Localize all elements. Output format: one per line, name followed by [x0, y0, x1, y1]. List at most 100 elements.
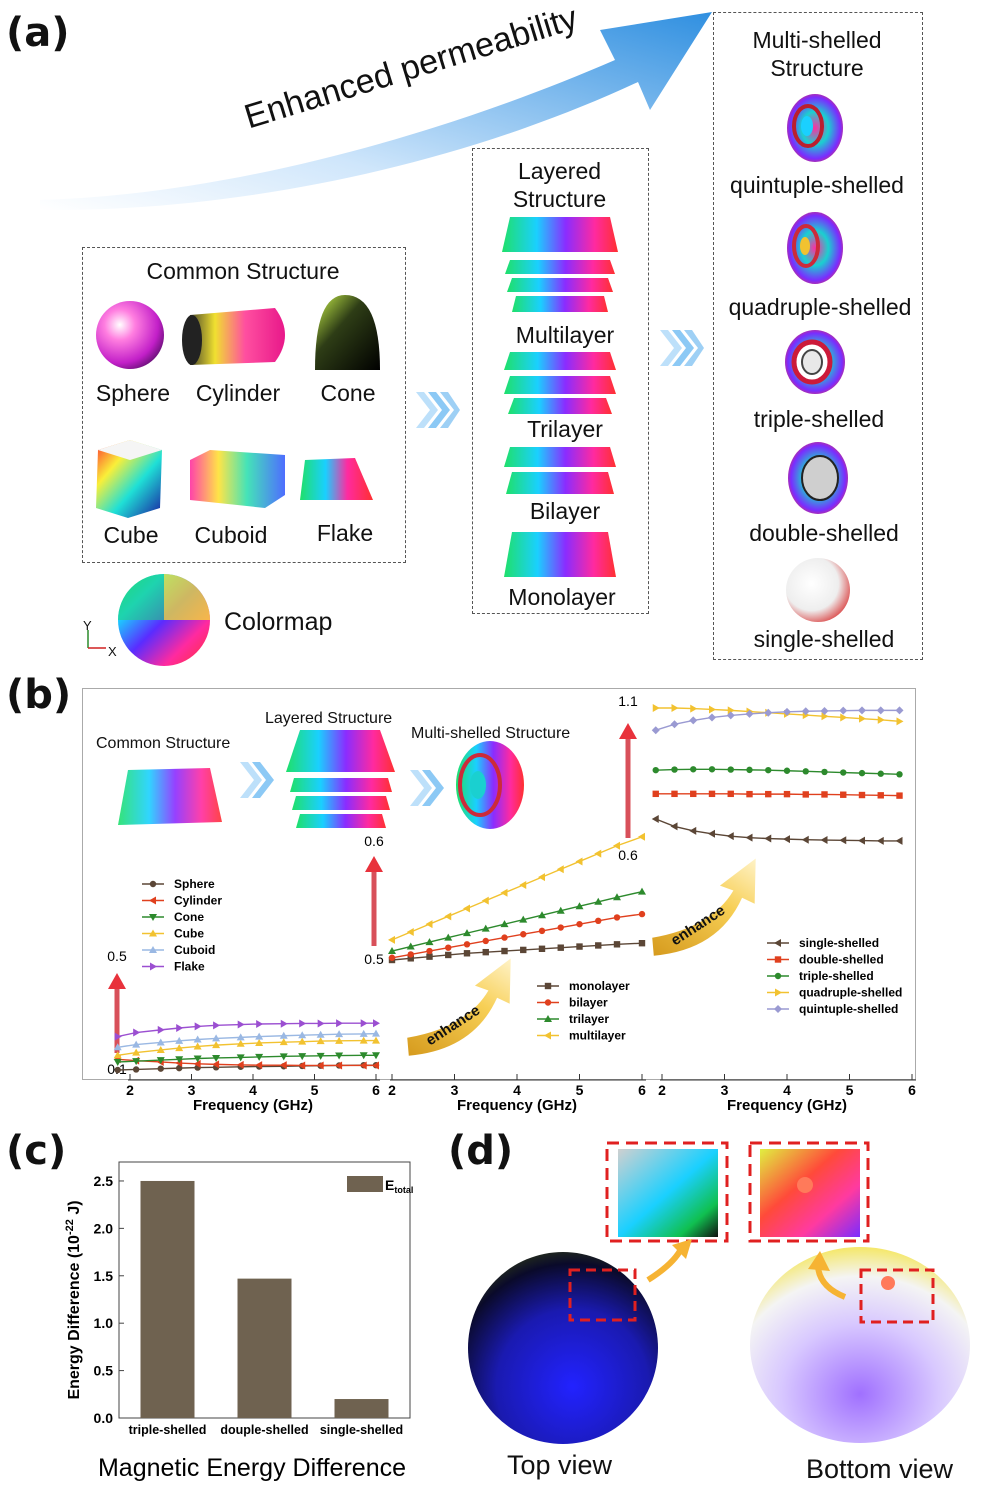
data-point: [638, 940, 646, 947]
legend-marker: [775, 988, 782, 997]
data-point: [783, 835, 790, 844]
series-line: [391, 836, 643, 941]
multishell-title-line2: Structure: [770, 55, 864, 81]
legend-marker: [544, 999, 552, 1006]
data-point: [708, 790, 716, 798]
data-point: [651, 726, 660, 735]
data-point: [556, 865, 564, 874]
y-tick-label: 0.5: [94, 1363, 114, 1379]
data-point: [175, 1036, 184, 1044]
data-point: [765, 766, 772, 774]
legend-marker: [544, 1015, 552, 1022]
series-bilayer: [388, 910, 646, 961]
legend-marker: [150, 962, 157, 971]
data-point: [896, 771, 903, 778]
up-arrow-shaft: [625, 737, 631, 838]
data-point: [877, 715, 885, 724]
data-point: [801, 707, 810, 716]
legend-label: quadruple-shelled: [799, 986, 902, 1000]
panel-label-b: (b): [6, 672, 72, 718]
shell-label-quadruple: quadruple-shelled: [728, 294, 912, 320]
data-point: [652, 790, 659, 798]
bar-single-shelled: [334, 1399, 389, 1418]
data-point: [482, 937, 489, 945]
data-point: [820, 836, 828, 845]
data-point: [858, 836, 865, 845]
bar-douple-shelled: [237, 1278, 292, 1418]
data-point: [690, 704, 698, 713]
common-shapes: [96, 295, 380, 518]
panel-label-a: (a): [6, 10, 70, 56]
legend-label: Cuboid: [174, 943, 215, 957]
data-point: [335, 1052, 344, 1060]
data-point: [726, 832, 734, 841]
up-arrow-head: [619, 723, 637, 739]
data-point: [463, 950, 471, 957]
series-Flake: [114, 1019, 380, 1041]
data-point: [406, 942, 415, 950]
data-point: [877, 770, 884, 777]
layer-label-trilayer: Trilayer: [527, 416, 603, 442]
data-point: [652, 704, 660, 712]
data-point: [255, 1053, 264, 1061]
data-point: [575, 902, 584, 910]
common-structure-box: [82, 247, 406, 563]
legend-marker: [149, 946, 157, 953]
data-point: [764, 834, 772, 843]
data-point: [727, 790, 734, 798]
data-point: [500, 920, 509, 928]
panel-c-chart: 0.0 0.5 1.0 1.5 2.0 2.5 triple-shelled douple-s…: [64, 1161, 413, 1482]
data-point: [445, 944, 452, 951]
data-point: [407, 951, 414, 958]
data-point: [299, 1019, 307, 1028]
data-point: [406, 928, 414, 936]
legend-marker: [149, 896, 156, 905]
panel-label-d: (d): [448, 1128, 514, 1174]
data-point: [132, 1066, 140, 1073]
data-point: [613, 941, 621, 948]
data-point: [652, 766, 659, 774]
y-tick-label: 0.6: [364, 833, 384, 849]
shape-label-cube: Cube: [103, 522, 159, 548]
data-point: [859, 714, 866, 723]
layered-title-line2: Structure: [512, 186, 607, 212]
chart-title: Magnetic Energy Difference: [98, 1454, 406, 1482]
data-point: [481, 896, 489, 905]
x-tick-label: 3: [451, 1082, 459, 1098]
data-point: [156, 1045, 165, 1053]
data-point: [359, 1052, 368, 1060]
data-point: [896, 717, 904, 726]
data-point: [557, 944, 564, 951]
legend-entry: monolayer: [537, 979, 630, 993]
data-point: [556, 906, 565, 914]
data-point: [519, 880, 527, 889]
data-point: [746, 790, 753, 798]
data-point: [113, 1058, 122, 1066]
data-point: [236, 1039, 245, 1047]
data-point: [638, 832, 645, 841]
y-axis-label: Energy Difference (10-22 J): [64, 1200, 83, 1399]
y-tick-label: 0.5: [107, 948, 127, 964]
data-point: [783, 790, 791, 798]
data-point: [858, 769, 866, 777]
data-point: [520, 946, 527, 954]
data-point: [594, 849, 602, 858]
legend-marker: [774, 939, 781, 947]
data-point: [821, 768, 828, 776]
legend-entry: multilayer: [537, 1029, 626, 1043]
legend-entry: Sphere: [142, 877, 215, 891]
data-point: [193, 1059, 201, 1068]
data-point: [726, 711, 735, 720]
y-tick-label: 2.5: [94, 1173, 114, 1189]
data-point: [709, 705, 716, 714]
layered-structure-title: Layered Structure: [472, 157, 647, 213]
data-point: [746, 766, 753, 774]
legend-label: Cone: [174, 910, 204, 924]
data-point: [317, 1019, 325, 1028]
data-point: [425, 920, 433, 929]
data-point: [821, 791, 828, 798]
data-point: [193, 1055, 202, 1063]
data-point: [839, 836, 847, 845]
